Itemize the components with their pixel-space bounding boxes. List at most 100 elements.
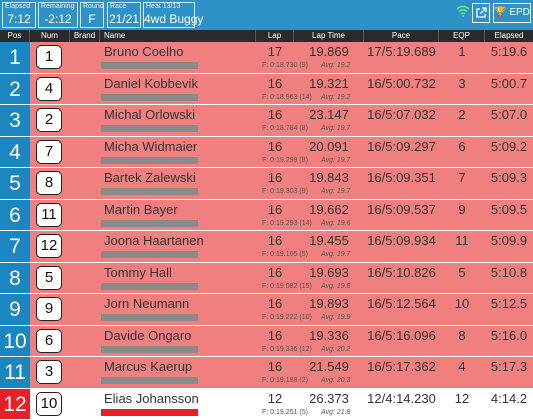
round-value: F bbox=[88, 12, 96, 26]
elapsed-time: 5:12.5 bbox=[490, 296, 528, 311]
header-brand[interactable]: Brand bbox=[70, 30, 100, 42]
remaining-box: Remaining -2:12 bbox=[38, 2, 78, 28]
position-cell: 3 bbox=[0, 105, 30, 137]
driver-name: Tommy Hall bbox=[104, 264, 172, 280]
car-number: 5 bbox=[36, 265, 62, 290]
fastest-lap: F: 0:19.293 (14) bbox=[262, 219, 312, 227]
average-lap: Avg: 19.2 bbox=[321, 93, 351, 101]
position-cell: 6 bbox=[0, 199, 30, 231]
progress-bar bbox=[101, 93, 198, 101]
table-row[interactable]: 12 10 Elias Johansson 12 26.373 F: 0:19.251 (… bbox=[0, 388, 533, 420]
elapsed-time: 5:00.7 bbox=[490, 75, 528, 91]
row-body: 5 Tommy Hall 16 19.693 F: 0:19.082 (15) Avg: … bbox=[30, 262, 533, 294]
pace: 16/5:17.362 bbox=[367, 359, 436, 374]
table-row[interactable]: 2 4 Daniel Kobbevik 16 19.321 F: 0:18.963 (14… bbox=[0, 73, 533, 105]
driver-name: Davide Ongaro bbox=[104, 327, 192, 343]
average-lap: Avg: 19.7 bbox=[321, 125, 351, 132]
average-lap: Avg: 21.8 bbox=[321, 408, 351, 416]
eqp: 7 bbox=[458, 170, 466, 185]
header-lap-time[interactable]: Lap Time bbox=[294, 30, 364, 42]
pace: 16/5:09.934 bbox=[367, 233, 436, 248]
eqp: 3 bbox=[458, 75, 466, 91]
elapsed-time: 5:19.6 bbox=[490, 44, 528, 59]
pace: 16/5:09.297 bbox=[367, 138, 436, 154]
header-pos[interactable]: Pos bbox=[0, 30, 30, 42]
table-row[interactable]: 5 8 Bartek Zalewski 16 19.843 F: 0:19.303 (9)… bbox=[0, 168, 533, 200]
lap-count: 12 bbox=[267, 390, 283, 406]
table-row[interactable]: 11 3 Marcus Kaerup 16 21.549 F: 0:19.188 (2) A… bbox=[0, 357, 533, 389]
lap-time: 19.843 bbox=[309, 170, 349, 185]
position-cell: 4 bbox=[0, 136, 30, 168]
progress-bar bbox=[101, 251, 198, 258]
driver-name: Daniel Kobbevik bbox=[104, 75, 198, 91]
car-number: 4 bbox=[36, 76, 62, 101]
lap-count: 16 bbox=[267, 296, 283, 311]
position-cell: 8 bbox=[0, 262, 30, 294]
average-lap: Avg: 19.2 bbox=[321, 62, 351, 69]
row-body: 9 Jorn Neumann 16 19.893 F: 0:19.222 (10) Avg… bbox=[30, 294, 533, 326]
table-row[interactable]: 4 7 Micha Widmaier 16 20.091 F: 0:19.299 (8) A… bbox=[0, 136, 533, 168]
table-row[interactable]: 8 5 Tommy Hall 16 19.693 F: 0:19.082 (15) Avg:… bbox=[0, 262, 533, 294]
car-number: 11 bbox=[36, 202, 62, 227]
race-label: Race bbox=[110, 3, 127, 10]
table-row[interactable]: 3 2 Michal Orlowski 16 23.147 F: 0:18.784 (8)… bbox=[0, 105, 533, 137]
round-box: Round F bbox=[80, 2, 104, 28]
driver-name: Jorn Neumann bbox=[104, 296, 190, 311]
fastest-lap: F: 0:19.082 (15) bbox=[262, 282, 312, 290]
driver-name: Joona Haartanen bbox=[104, 233, 204, 248]
progress-bar bbox=[101, 62, 198, 69]
lap-time: 19.321 bbox=[309, 75, 349, 91]
pace: 16/5:00.732 bbox=[367, 75, 436, 91]
elapsed-time: 5:07.0 bbox=[490, 107, 528, 122]
table-row[interactable]: 10 6 Davide Ongaro 16 19.336 F: 0:19.336 (12)… bbox=[0, 325, 533, 357]
epd-button[interactable]: 🏆 EPD bbox=[493, 3, 531, 23]
car-number: 2 bbox=[36, 108, 62, 132]
elapsed-time: 5:09.5 bbox=[490, 201, 528, 217]
heat-box: Heat 13/13 4wd Buggy bbox=[143, 2, 203, 28]
driver-name: Elias Johansson bbox=[104, 390, 199, 406]
pace: 16/5:10.826 bbox=[367, 264, 436, 280]
header-eqp[interactable]: EQP bbox=[439, 30, 485, 42]
progress-bar bbox=[101, 188, 198, 195]
lap-time: 21.549 bbox=[309, 359, 349, 374]
eqp: 1 bbox=[458, 44, 466, 59]
table-row[interactable]: 9 9 Jorn Neumann 16 19.893 F: 0:19.222 (10) Av… bbox=[0, 294, 533, 326]
elapsed-time: 5:17.3 bbox=[490, 359, 528, 374]
row-body: 2 Michal Orlowski 16 23.147 F: 0:18.784 (8) A… bbox=[30, 105, 533, 137]
table-row[interactable]: 7 12 Joona Haartanen 16 19.455 F: 0:19.105 (5… bbox=[0, 231, 533, 263]
pace: 16/5:07.032 bbox=[367, 107, 436, 122]
car-number: 1 bbox=[36, 45, 62, 69]
position-cell: 1 bbox=[0, 42, 30, 74]
driver-name: Micha Widmaier bbox=[104, 138, 198, 154]
lap-time: 19.893 bbox=[309, 296, 349, 311]
fastest-lap: F: 0:19.188 (2) bbox=[262, 377, 308, 384]
header-lap[interactable]: Lap bbox=[256, 30, 294, 42]
row-body: 10 Elias Johansson 12 26.373 F: 0:19.251 (5)… bbox=[30, 388, 533, 420]
average-lap: Avg: 19.7 bbox=[321, 251, 351, 258]
lap-count: 16 bbox=[267, 233, 283, 248]
progress-bar bbox=[101, 377, 198, 384]
pace: 16/5:12.564 bbox=[367, 296, 436, 311]
header-pace[interactable]: Pace bbox=[364, 30, 439, 42]
progress-bar bbox=[101, 125, 198, 132]
lap-time: 19.336 bbox=[309, 327, 349, 343]
position-cell: 5 bbox=[0, 168, 30, 200]
driver-name: Martin Bayer bbox=[104, 201, 178, 217]
fastest-lap: F: 0:19.303 (9) bbox=[262, 188, 308, 195]
fastest-lap: F: 0:19.105 (5) bbox=[262, 251, 308, 258]
car-number: 10 bbox=[36, 391, 62, 416]
lap-count: 16 bbox=[267, 201, 283, 217]
position-cell: 12 bbox=[0, 388, 30, 420]
external-link-button[interactable] bbox=[472, 3, 490, 23]
table-row[interactable]: 6 11 Martin Bayer 16 19.662 F: 0:19.293 (14) A… bbox=[0, 199, 533, 231]
average-lap: Avg: 20.3 bbox=[321, 377, 351, 384]
table-row[interactable]: 1 1 Bruno Coelho 17 19.869 F: 0:18.730 (9) Avg… bbox=[0, 42, 533, 74]
header-name[interactable]: Name bbox=[100, 30, 256, 42]
header-elapsed[interactable]: Elapsed bbox=[494, 31, 524, 40]
header-num[interactable]: Num bbox=[30, 30, 70, 42]
driver-name: Bartek Zalewski bbox=[104, 170, 196, 185]
fastest-lap: F: 0:19.299 (8) bbox=[262, 156, 308, 164]
car-number: 9 bbox=[36, 297, 62, 321]
driver-name: Marcus Kaerup bbox=[104, 359, 193, 374]
position-cell: 10 bbox=[0, 325, 30, 357]
